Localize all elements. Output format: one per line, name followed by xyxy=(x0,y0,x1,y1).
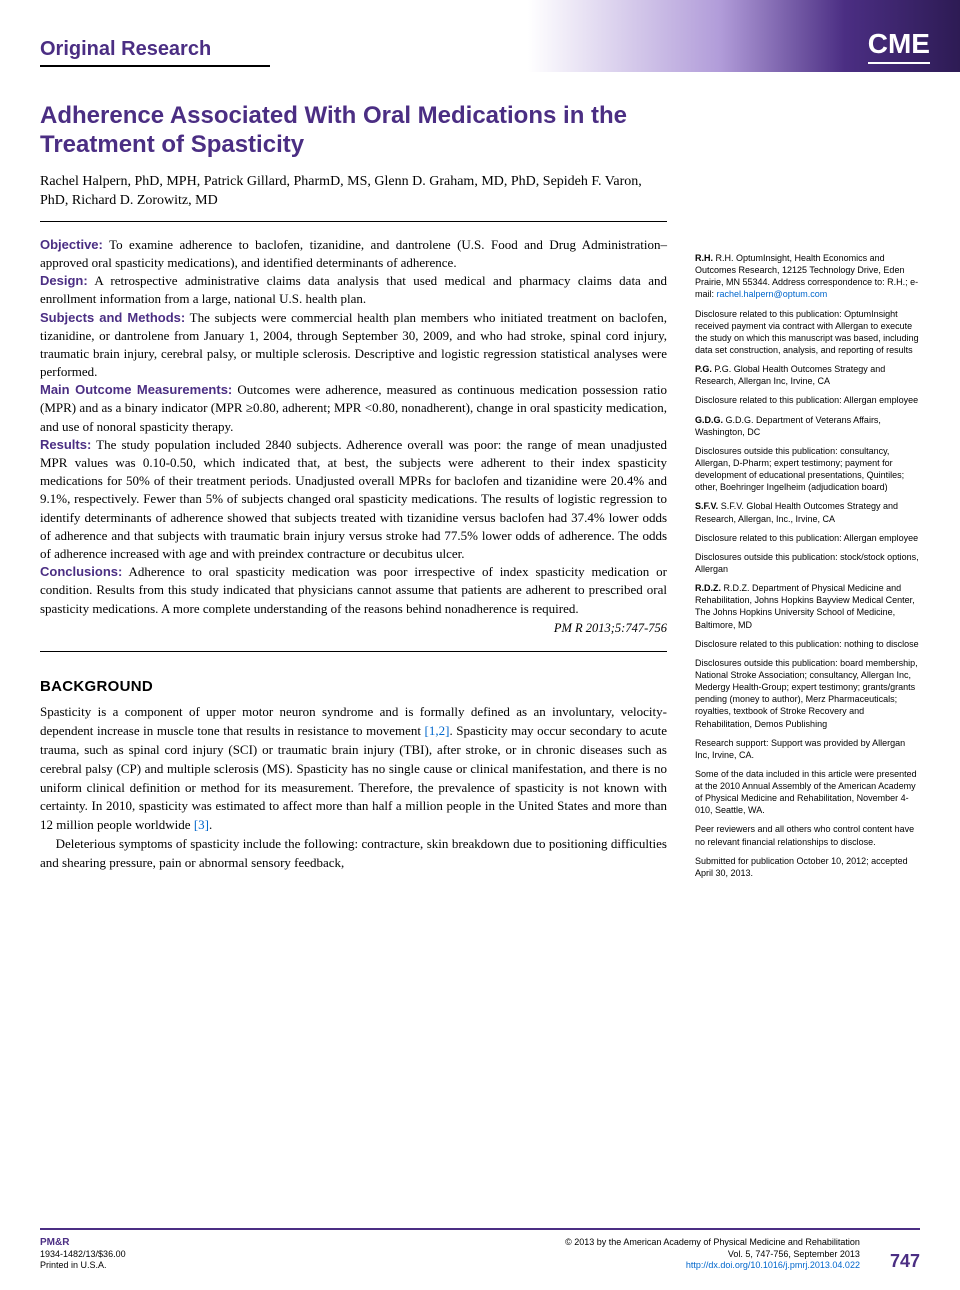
rdz-affil: R.D.Z. Department of Physical Medicine a… xyxy=(695,583,915,629)
footer-doi[interactable]: http://dx.doi.org/10.1016/j.pmrj.2013.04… xyxy=(565,1260,860,1272)
rh-email[interactable]: rachel.halpern@optum.com xyxy=(717,289,828,299)
authors: Rachel Halpern, PhD, MPH, Patrick Gillar… xyxy=(40,172,667,211)
conclusions-text: Adherence to oral spasticity medication … xyxy=(40,564,667,615)
footer-right: © 2013 by the American Academy of Physic… xyxy=(565,1237,860,1272)
design-text: A retrospective administrative claims da… xyxy=(40,273,667,306)
gdg-disclosure: Disclosures outside this publication: co… xyxy=(695,445,920,494)
pg-affil: P.G. Global Health Outcomes Strategy and… xyxy=(695,364,885,386)
presented-note: Some of the data included in this articl… xyxy=(695,768,920,817)
pg-disclosure: Disclosure related to this publication: … xyxy=(695,394,920,406)
header-gradient-bar: Original Research CME xyxy=(0,0,960,72)
research-support: Research support: Support was provided b… xyxy=(695,737,920,761)
design-label: Design: xyxy=(40,273,88,288)
bg-p1b: . Spasticity may occur secondary to acut… xyxy=(40,723,667,832)
footer-journal: PM&R xyxy=(40,1236,126,1249)
sfv-disclosure: Disclosure related to this publication: … xyxy=(695,532,920,544)
peer-review-note: Peer reviewers and all others who contro… xyxy=(695,823,920,847)
abstract: Objective: To examine adherence to baclo… xyxy=(40,236,667,637)
conclusions-label: Conclusions: xyxy=(40,564,122,579)
bg-p2: Deleterious symptoms of spasticity inclu… xyxy=(40,835,667,873)
abstract-citation: PM R 2013;5:747-756 xyxy=(40,620,667,638)
cme-badge: CME xyxy=(868,28,930,64)
main-column: Adherence Associated With Oral Medicatio… xyxy=(40,102,667,886)
content-wrapper: Adherence Associated With Oral Medicatio… xyxy=(0,72,960,886)
background-body: Spasticity is a component of upper motor… xyxy=(40,703,667,873)
results-text: The study population included 2840 subje… xyxy=(40,437,667,561)
sidebar-column: R.H. R.H. OptumInsight, Health Economics… xyxy=(695,102,920,886)
objective-text: To examine adherence to baclofen, tizani… xyxy=(40,237,667,270)
footer-printed: Printed in U.S.A. xyxy=(40,1260,126,1272)
background-heading: BACKGROUND xyxy=(40,678,667,695)
rule-top xyxy=(40,221,667,222)
article-title: Adherence Associated With Oral Medicatio… xyxy=(40,102,667,160)
results-label: Results: xyxy=(40,437,91,452)
gdg-affil: G.D.G. Department of Veterans Affairs, W… xyxy=(695,415,881,437)
footer-volinfo: Vol. 5, 747-756, September 2013 xyxy=(565,1249,860,1261)
sfv-disclosure2: Disclosures outside this publication: st… xyxy=(695,551,920,575)
ref-link-2[interactable]: [3] xyxy=(194,817,209,832)
section-label: Original Research xyxy=(40,38,270,67)
rdz-disclosure: Disclosure related to this publication: … xyxy=(695,638,920,650)
ref-link-1[interactable]: [1,2] xyxy=(425,723,450,738)
rule-bottom xyxy=(40,651,667,652)
page-number: 747 xyxy=(890,1251,920,1272)
footer-copyright: © 2013 by the American Academy of Physic… xyxy=(565,1237,860,1249)
rh-disclosure: Disclosure related to this publication: … xyxy=(695,308,920,357)
footer-left: PM&R 1934-1482/13/$36.00 Printed in U.S.… xyxy=(40,1236,126,1272)
bg-p1c: . xyxy=(209,817,212,832)
footer-right-wrap: © 2013 by the American Academy of Physic… xyxy=(565,1236,920,1272)
sfv-affil: S.F.V. Global Health Outcomes Strategy a… xyxy=(695,501,898,523)
footer: PM&R 1934-1482/13/$36.00 Printed in U.S.… xyxy=(40,1228,920,1272)
outcome-label: Main Outcome Measurements: xyxy=(40,382,232,397)
footer-issn: 1934-1482/13/$36.00 xyxy=(40,1249,126,1261)
subjects-label: Subjects and Methods: xyxy=(40,310,185,325)
submitted-note: Submitted for publication October 10, 20… xyxy=(695,855,920,879)
objective-label: Objective: xyxy=(40,237,103,252)
rdz-disclosure2: Disclosures outside this publication: bo… xyxy=(695,657,920,730)
